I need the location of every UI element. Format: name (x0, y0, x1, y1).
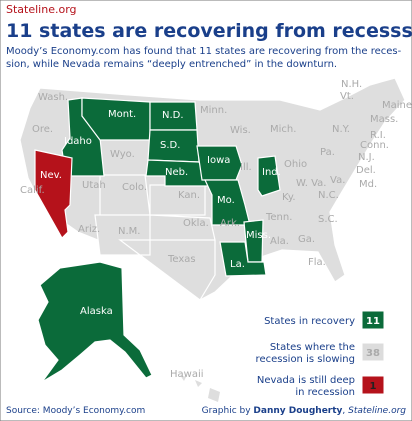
state-recession (34, 149, 73, 239)
state-label: Wash. (38, 92, 68, 103)
legend-label: Nevada is still deep (257, 375, 355, 386)
state-label: Fla. (308, 257, 326, 268)
state-label: Ky. (282, 192, 296, 203)
state-label: Ore. (32, 124, 53, 135)
state-label: N.Y. (332, 124, 350, 135)
state-label: Hawaii (170, 369, 204, 380)
state-label: Ill. (240, 162, 252, 173)
state-recovering (81, 97, 151, 141)
state-label: Iowa (207, 155, 230, 166)
legend-swatch (361, 310, 385, 330)
legend-count: 38 (366, 348, 380, 359)
state-label: Calif. (20, 185, 45, 196)
legend-label: States where the (270, 342, 355, 353)
state-label: Mich. (270, 124, 296, 135)
state-label: Pa. (320, 147, 335, 158)
title: 11 states are recovering from recesssion (6, 20, 412, 42)
state-recovering (219, 241, 267, 277)
state-label: Ala. (270, 236, 289, 247)
credit: Graphic by Danny Dougherty, Stateline.or… (202, 406, 407, 416)
state-label: Md. (359, 179, 377, 190)
state-label: Ind. (262, 167, 281, 178)
state-label: Alaska (80, 306, 113, 317)
legend-label: in recession (295, 387, 355, 398)
legend-label: recession is slowing (256, 354, 355, 365)
alaska (37, 261, 153, 383)
state-label: Wyo. (110, 149, 135, 160)
state-label: S.C. (318, 214, 338, 225)
subtitle-line: Moody’s Economy.com has found that 11 st… (6, 46, 402, 57)
legend-swatch (361, 375, 385, 395)
state (94, 174, 216, 301)
state-label: N.D. (162, 110, 184, 121)
state-label: Ohio (284, 159, 307, 170)
legend-swatch (361, 342, 385, 362)
state-label: Vt. (340, 91, 354, 102)
credit-prefix: Graphic by (202, 406, 254, 416)
site-name: Stateline.org (6, 3, 77, 16)
state-label: Del. (356, 165, 376, 176)
state-label: Ariz. (78, 224, 100, 235)
state-label: Ga. (298, 234, 315, 245)
credit-site: Stateline.org (348, 406, 406, 416)
state-label: Ark. (220, 218, 240, 229)
state-label: Mo. (217, 195, 235, 206)
state-label: N.M. (118, 226, 140, 237)
state-label: La. (230, 259, 245, 270)
state-label: N.J. (358, 152, 375, 163)
state-label: Okla. (183, 218, 209, 229)
state-label: Colo. (122, 182, 147, 193)
state-label: N.C. (318, 190, 339, 201)
state-label: Mass. (370, 114, 398, 125)
state-label: Mont. (108, 109, 136, 120)
legend-count: 1 (370, 381, 377, 392)
state-label: Tenn. (265, 212, 292, 223)
credit-sep: , (342, 406, 348, 416)
state-label: R.I. (370, 130, 386, 141)
credit-name: Danny Dougherty (253, 406, 342, 416)
hawaii (180, 375, 220, 402)
subtitle-line: sion, while Nevada remains “deeply entre… (6, 59, 337, 70)
state-label: S.D. (160, 140, 180, 151)
state-label: Minn. (200, 105, 227, 116)
state-label: Neb. (165, 167, 188, 178)
source: Source: Moody’s Economy.com (6, 406, 145, 416)
state-label: Va. (330, 175, 345, 186)
state-label: Texas (167, 254, 196, 265)
state-label: Maine (382, 100, 412, 111)
legend-label: States in recovery (264, 316, 355, 327)
state-label: Utah (82, 180, 106, 191)
state-label: Nev. (40, 170, 62, 181)
state-recovering (196, 145, 243, 181)
state-label: Wis. (230, 125, 251, 136)
state-label: Idaho (64, 136, 92, 147)
legend-count: 11 (366, 316, 380, 327)
state-label: Miss. (246, 230, 271, 241)
state-label: W. Va. (296, 178, 326, 189)
state-label: Conn. (360, 140, 389, 151)
state-label: N.H. (341, 79, 362, 90)
state-recovering (257, 155, 281, 197)
state-label: Kan. (178, 190, 200, 201)
